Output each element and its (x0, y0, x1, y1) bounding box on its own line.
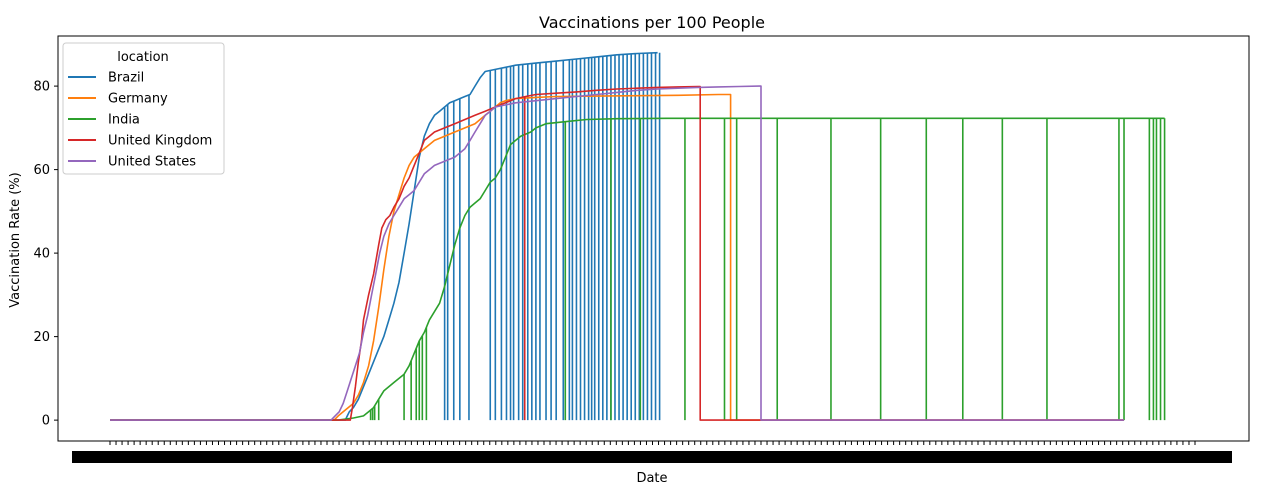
x-axis-label: Date (636, 471, 667, 486)
legend-entry-label: Germany (108, 92, 168, 107)
series-line-united-states (110, 85, 1124, 421)
y-tick-label: 80 (33, 80, 50, 95)
plot-frame (57, 35, 1250, 442)
legend-entry-label: United Kingdom (108, 134, 212, 149)
legend: location Brazil Germany India United Kingdo… (62, 42, 225, 175)
y-axis-label: Vaccination Rate (%) (8, 172, 23, 307)
series-line-germany (110, 93, 1124, 421)
chart-title: Vaccinations per 100 People (539, 13, 765, 32)
y-tick-label: 0 (42, 414, 50, 429)
x-tick-labels-overlap (72, 451, 1232, 463)
series-line-united-kingdom (110, 85, 1124, 421)
legend-box (62, 42, 225, 175)
y-tick-label: 40 (33, 247, 50, 262)
series-line-india (110, 117, 1165, 421)
x-axis-ticks (72, 441, 1232, 463)
legend-entry-label: Brazil (108, 71, 144, 86)
y-axis-ticks: 0 20 40 60 80 (33, 80, 58, 429)
y-tick-label: 60 (33, 163, 50, 178)
legend-entry-label: India (108, 113, 140, 128)
legend-title: location (117, 50, 169, 65)
legend-entry-label: United States (108, 155, 196, 170)
series-lines (110, 51, 1166, 421)
y-tick-label: 20 (33, 330, 50, 345)
